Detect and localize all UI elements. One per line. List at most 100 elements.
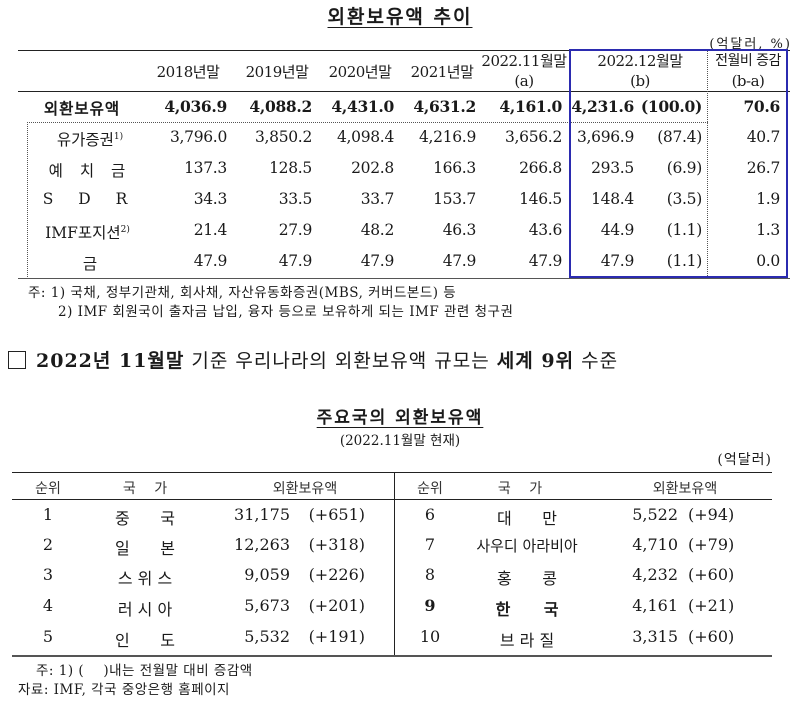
cell-value: 47.9 [278,252,313,270]
cell-value: 3,796.0 [169,128,227,146]
cell-value: 166.3 [433,159,476,177]
cell-value: 4,216.9 [418,128,476,146]
col-header-2022-11-sub: (a) [514,72,534,90]
col-header-2022-12-sub: (b) [630,72,650,90]
col-header-2020: 2020년말 [328,63,392,81]
amount: 4,161 [632,596,678,615]
cell-change: 0.0 [756,252,780,270]
table2-title: 주요국의 외환보유액 [316,408,484,428]
cell-value: 4,161.0 [499,97,562,116]
row-label: 예 치 금 [48,162,132,180]
table1-header-rule [18,91,790,92]
cell-value: 153.7 [433,190,476,208]
cell-value: 34.3 [193,190,228,208]
amount: 4,710 [632,535,678,554]
cell-share: (87.4) [657,128,702,146]
amount: 5,673 [244,596,290,615]
table1-highlight-box [569,49,788,278]
table1-title: 외환보유액 추이 [327,6,473,28]
cell-value: 137.3 [184,159,227,177]
table2-top-rule [12,472,772,473]
country: 브 라 질 [499,631,555,650]
rank: 9 [424,596,436,615]
table1-note-1: 주: 1) 국채, 정부기관채, 회사채, 자산유동화증권(MBS, 커버드본드… [28,285,457,301]
cell-value: 27.9 [278,221,313,239]
cell-change: 1.9 [756,190,780,208]
cell-value: 4,088.2 [249,97,312,116]
cell-value: 202.8 [351,159,394,177]
rank: 3 [42,565,54,584]
table2-header-rule [12,499,772,500]
change: (+201) [308,596,365,615]
headline-text: 기준 우리나라의 외환보유액 규모는 [184,350,497,372]
cell-share: (1.1) [666,221,703,239]
cell-change: 1.3 [756,221,780,239]
change: (+226) [308,565,365,584]
cell-change: 40.7 [746,128,781,146]
cell-value: 128.5 [269,159,312,177]
rank: 6 [424,505,436,524]
change: (+191) [308,627,365,646]
cell-value: 44.9 [600,221,635,239]
header-reserves: 외환보유액 [272,481,338,497]
amount: 3,315 [632,627,678,646]
amount: 5,532 [244,627,290,646]
country: 한 국 [495,600,559,619]
cell-value: 47.9 [528,252,563,270]
cell-value: 3,656.2 [504,128,562,146]
cell-value: 4,231.6 [571,97,634,116]
checkbox-bullet-icon [8,351,26,369]
country: 홍 콩 [497,569,557,588]
rank: 1 [42,505,54,524]
table2-subtitle: (2022.11월말 현재) [339,433,461,449]
rank: 10 [419,627,441,646]
table1-change-divider [707,50,708,278]
cell-value: 4,431.0 [331,97,394,116]
cell-value: 47.9 [442,252,477,270]
cell-value: 47.9 [193,252,228,270]
rank: 4 [42,596,54,615]
table1-top-rule [18,50,790,51]
cell-value: 146.5 [519,190,562,208]
cell-value: 148.4 [591,190,634,208]
amount: 12,263 [234,535,290,554]
table1-sub-items-box [27,122,708,279]
rank: 5 [42,627,54,646]
table1-unit: (억달러, %) [709,37,792,52]
row-label: 외환보유액 [43,99,121,118]
header-country: 국 가 [122,481,168,497]
change: (+60) [688,627,735,646]
cell-value: 47.9 [360,252,395,270]
change: (+79) [688,535,735,554]
cell-value: 3,850.2 [254,128,312,146]
header-reserves: 외환보유액 [652,481,718,497]
cell-value: 43.6 [528,221,563,239]
headline-date: 2022년 11월말 [36,350,185,372]
country: 중 국 [115,509,175,528]
rank: 7 [424,535,436,554]
cell-value: 48.2 [360,221,395,239]
cell-share: (1.1) [666,252,703,270]
change: (+651) [308,505,365,524]
country: 사우디 아라비아 [476,537,578,555]
headline: 2022년 11월말 기준 우리나라의 외환보유액 규모는 세계 9위 수준 [8,346,618,373]
rank: 8 [424,565,436,584]
amount: 31,175 [234,505,290,524]
header-rank: 순위 [417,481,443,497]
col-header-2018: 2018년말 [156,63,220,81]
country: 대 만 [497,509,557,528]
col-header-2019: 2019년말 [245,63,309,81]
row-label: 유가증권1) [56,131,124,149]
cell-change: 70.6 [743,97,780,116]
table1-bottom-rule [18,278,790,279]
amount: 4,232 [632,565,678,584]
col-header-2022-11: 2022.11월말 [481,52,567,70]
cell-value: 4,631.2 [413,97,476,116]
cell-value: 47.9 [600,252,635,270]
cell-share: (3.5) [666,190,703,208]
table2-bottom-rule [12,655,772,657]
row-label: IMF포지션2) [45,224,130,242]
col-header-2021: 2021년말 [410,63,474,81]
amount: 9,059 [244,565,290,584]
cell-change: 26.7 [746,159,781,177]
